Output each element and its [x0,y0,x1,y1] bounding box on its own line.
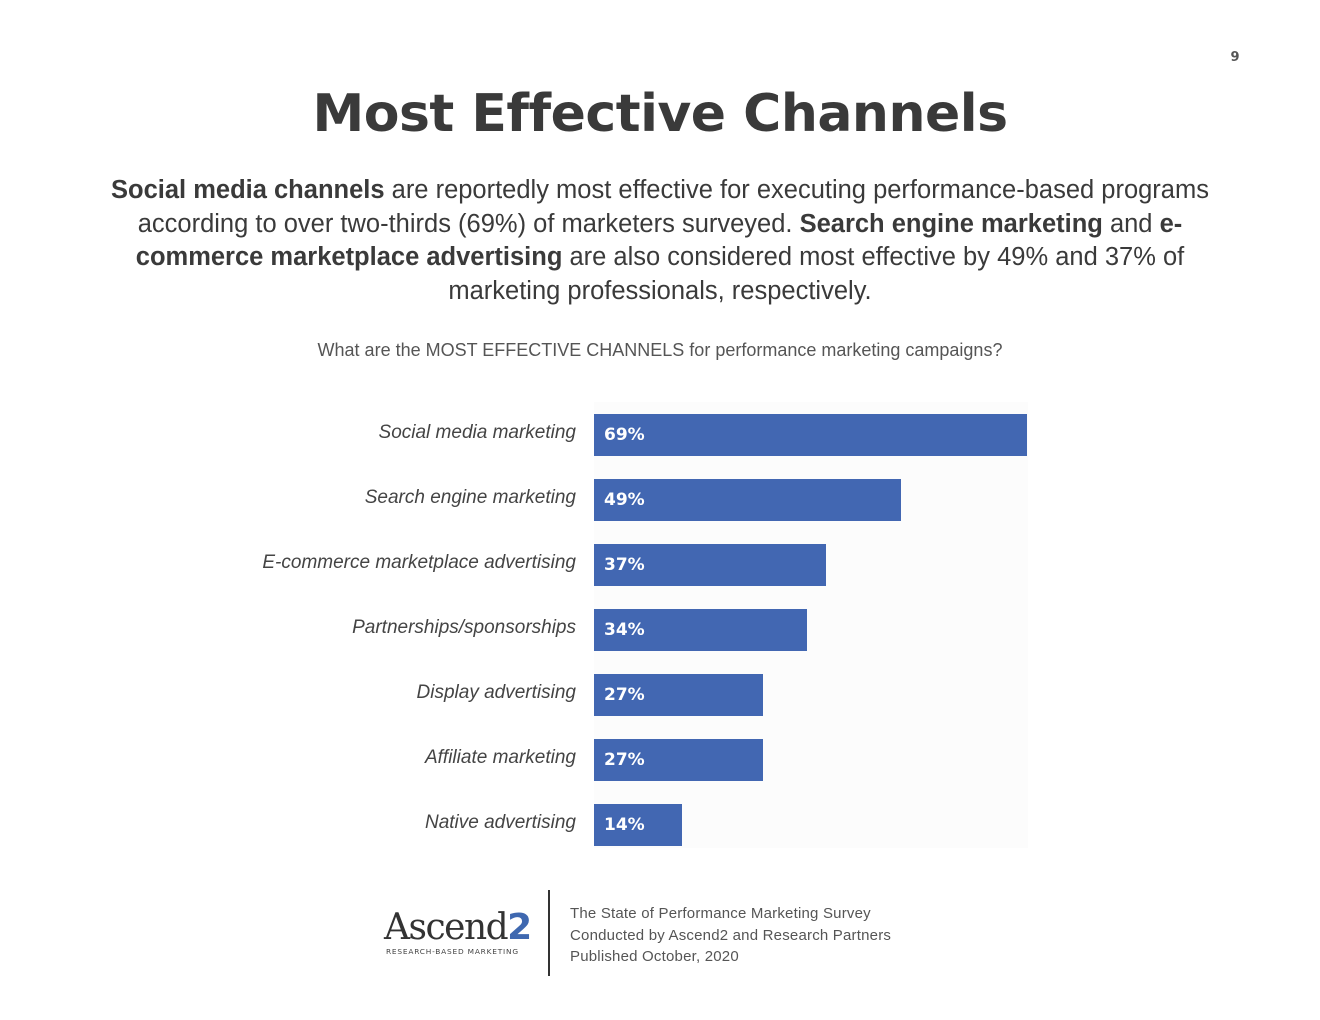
source-line-published: Published October, 2020 [570,948,739,965]
category-label: Native advertising [424,812,576,833]
bar: 49% [594,479,901,521]
bar: 37% [594,544,826,586]
category-label: Partnerships/sponsorships [352,617,576,638]
source-line-survey: The State of Performance Marketing Surve… [570,905,871,922]
bar-value-label: 27% [604,685,645,705]
summary-bold-search: Search engine marketing [799,209,1103,238]
summary-text-3: are also considered most effective by 49… [448,243,1185,305]
summary-bold-social: Social media channels [111,176,385,204]
bar: 14% [594,804,682,846]
bar-value-label: 69% [604,425,645,445]
bar: 27% [594,674,763,716]
ascend2-logo: Ascend2 RESEARCH-BASED MARKETING [384,907,532,958]
logo-tagline: RESEARCH-BASED MARKETING [386,947,519,956]
summary-bold-ecommerce: e-commerce marketplace advertising [135,209,1183,272]
chart-question: What are the MOST EFFECTIVE CHANNELS for… [317,340,1003,360]
source-line-conducted: Conducted by Ascend2 and Research Partne… [570,926,892,944]
logo-two: 2 [507,907,532,948]
logo-text: Ascend [384,907,509,948]
category-label: Search engine marketing [364,487,576,508]
summary-text-1: are reportedly most effective for execut… [137,176,1209,238]
bar: 69% [594,414,1027,456]
bar-value-label: 37% [604,555,645,575]
category-label: E-commerce marketplace advertising [262,552,576,573]
source-info: The State of Performance Marketing Surve… [570,903,891,968]
bar: 34% [594,609,807,651]
bar-value-label: 49% [604,490,645,510]
footer-divider [548,890,550,976]
category-label: Social media marketing [378,422,576,443]
bar-value-label: 34% [604,620,645,640]
bar: 27% [594,739,763,781]
logo-wordmark: Ascend2 [384,907,532,948]
bar-value-label: 27% [604,750,645,770]
summary-paragraph: Social media channels are reportedly mos… [80,174,1240,308]
bar-value-label: 14% [604,815,645,835]
page-number: 9 [1230,50,1240,65]
page-title: Most Effective Channels [312,84,1008,144]
category-label: Display advertising [416,682,576,703]
footer: Ascend2 RESEARCH-BASED MARKETING The Sta… [380,890,940,980]
category-label: Affiliate marketing [424,747,576,768]
summary-text-2: and [1102,209,1160,238]
